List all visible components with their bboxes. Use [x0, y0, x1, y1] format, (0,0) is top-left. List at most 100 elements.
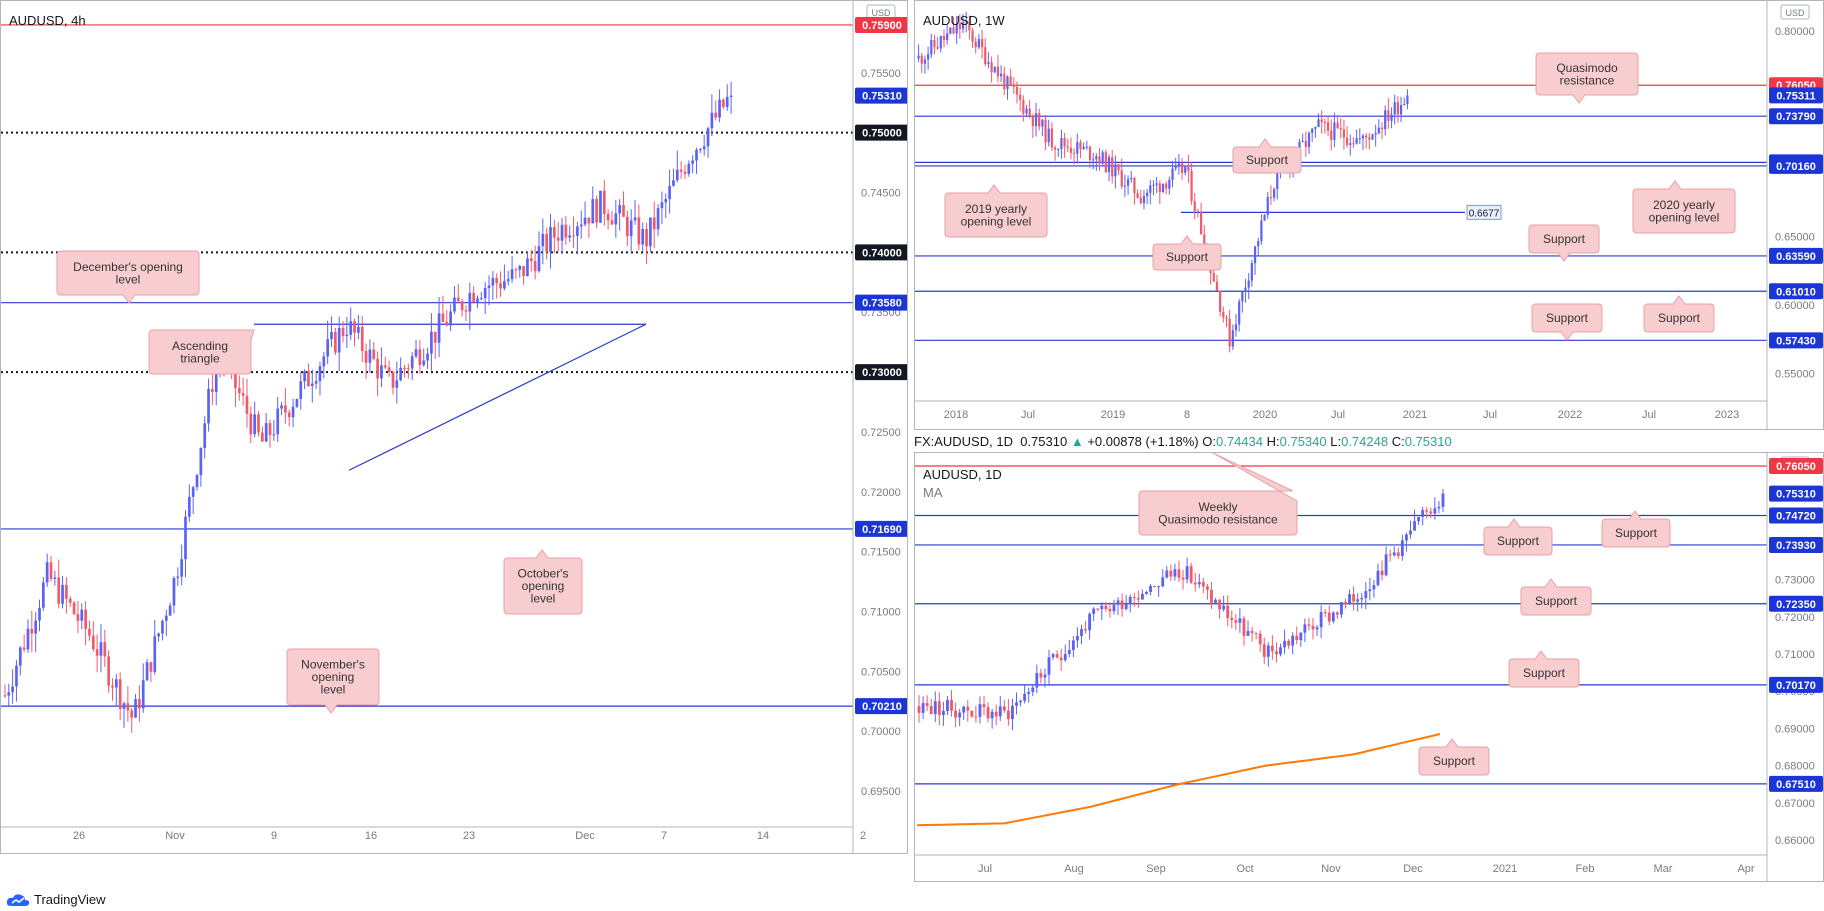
price-tag	[1769, 283, 1823, 300]
currency-badge-label: USD	[871, 8, 891, 18]
candle-body	[1360, 597, 1364, 600]
inline-price-tag-label: 0.6677	[1469, 208, 1500, 219]
candle-body	[1342, 129, 1346, 138]
candle-body	[49, 562, 53, 579]
annotation-text: triangle	[180, 351, 220, 365]
candle-body	[518, 266, 522, 270]
candle-body	[88, 628, 91, 636]
candle-body	[526, 258, 529, 277]
price-tag	[855, 87, 907, 104]
candle-body	[1082, 146, 1085, 149]
candle-body	[1146, 192, 1149, 197]
candle-body	[134, 698, 137, 718]
price-tag-label: 0.74000	[862, 247, 902, 259]
annotation-text: Support	[1433, 754, 1476, 768]
candle-body	[1340, 602, 1343, 615]
candle-body	[126, 703, 130, 711]
candle-body	[195, 475, 199, 488]
price-tag-label: 0.73000	[862, 367, 902, 379]
tradingview-logo[interactable]: TradingView	[6, 892, 106, 907]
candle-body	[1053, 147, 1057, 150]
candle-body	[722, 99, 725, 108]
y-tick-label: 0.68000	[1775, 761, 1815, 773]
annotation-text: Support	[1543, 232, 1586, 246]
chart-svg-daily[interactable]: 0.660000.670000.680000.690000.700000.710…	[915, 453, 1824, 882]
x-tick-label: Dec	[1403, 863, 1423, 875]
annotation-callout	[1632, 180, 1736, 234]
candle-body	[1047, 657, 1051, 675]
candle-body	[1136, 597, 1140, 600]
candle-body	[138, 698, 141, 709]
candle-body	[1319, 612, 1323, 628]
candle-body	[353, 321, 356, 333]
candle-body	[1400, 540, 1404, 557]
candle-body	[426, 353, 429, 361]
candle-body	[22, 647, 26, 650]
candle-body	[1190, 170, 1193, 202]
price-tag	[855, 244, 907, 261]
price-tag	[1769, 507, 1823, 524]
candle-body	[522, 266, 525, 277]
candle-body	[1374, 133, 1377, 135]
annotation-callout	[503, 549, 583, 615]
candle-body	[974, 41, 977, 48]
candle-body	[1396, 102, 1400, 115]
x-tick-label: 9	[271, 830, 277, 842]
chart-panel-4h[interactable]: 0.69500 0.70000 0.70500 0.71000 0.71500 0.720…	[0, 0, 908, 854]
price-tag-label: 0.73580	[862, 298, 902, 310]
candle-body	[583, 217, 587, 225]
candle-body	[996, 66, 1000, 77]
candle-body	[1015, 87, 1019, 95]
annotation-callout	[286, 648, 380, 714]
candle-body	[962, 706, 966, 713]
candle-body	[1126, 179, 1130, 186]
candle-body	[1336, 122, 1339, 129]
candle-body	[1092, 608, 1096, 614]
annotation-callout	[148, 329, 255, 375]
candle-body	[990, 711, 994, 719]
y-tick-label: 0.72000	[861, 487, 901, 499]
candle-body	[1057, 149, 1060, 151]
candle-body	[1027, 691, 1031, 694]
candle-body	[99, 642, 103, 656]
candle-body	[725, 96, 729, 108]
candle-body	[1372, 585, 1376, 590]
annotation-callout	[1643, 295, 1715, 333]
annotation-text: Quasimodo resistance	[1158, 512, 1278, 526]
price-tag	[1769, 676, 1823, 693]
candle-body	[506, 279, 510, 282]
chart-panel-weekly[interactable]: 0.6677 0.55000 0.60000 0.65000 0.80000 2018 Ju…	[914, 0, 1824, 430]
candle-body	[241, 393, 245, 396]
currency-badge-label: USD	[1785, 8, 1805, 18]
annotation-text: November's	[301, 658, 365, 672]
candle-body	[606, 213, 610, 221]
candle-body	[1034, 113, 1038, 127]
candle-body	[926, 54, 930, 60]
candle-body	[1015, 702, 1018, 706]
price-tag	[855, 294, 907, 311]
chart-svg-4h[interactable]: 0.69500 0.70000 0.70500 0.71000 0.71500 0.720…	[1, 1, 908, 854]
candle-body	[172, 577, 176, 606]
candle-body	[1388, 554, 1392, 556]
price-tag	[855, 124, 907, 141]
annotation-text: opening	[522, 579, 565, 593]
candle-body	[1174, 165, 1177, 169]
candle-body	[978, 704, 982, 717]
candle-body	[1311, 128, 1314, 133]
candle-body	[941, 710, 945, 715]
candle-body	[560, 224, 564, 241]
candle-body	[1291, 635, 1295, 646]
candle-body	[84, 609, 87, 629]
low-value: 0.74248	[1341, 434, 1389, 449]
x-tick-label: 2018	[944, 409, 968, 421]
candle-body	[1011, 705, 1014, 720]
price-tag-label: 0.73790	[1776, 111, 1816, 123]
candle-body	[403, 367, 406, 369]
candle-body	[15, 665, 18, 687]
price-tag	[1769, 247, 1823, 264]
candle-body	[556, 237, 560, 241]
chart-panel-daily[interactable]: 0.660000.670000.680000.690000.700000.710…	[914, 452, 1824, 882]
chart-svg-weekly[interactable]: 0.6677 0.55000 0.60000 0.65000 0.80000 2018 Ju…	[915, 1, 1824, 430]
price-tag-label: 0.74720	[1776, 511, 1816, 523]
candle-body	[1238, 618, 1242, 623]
